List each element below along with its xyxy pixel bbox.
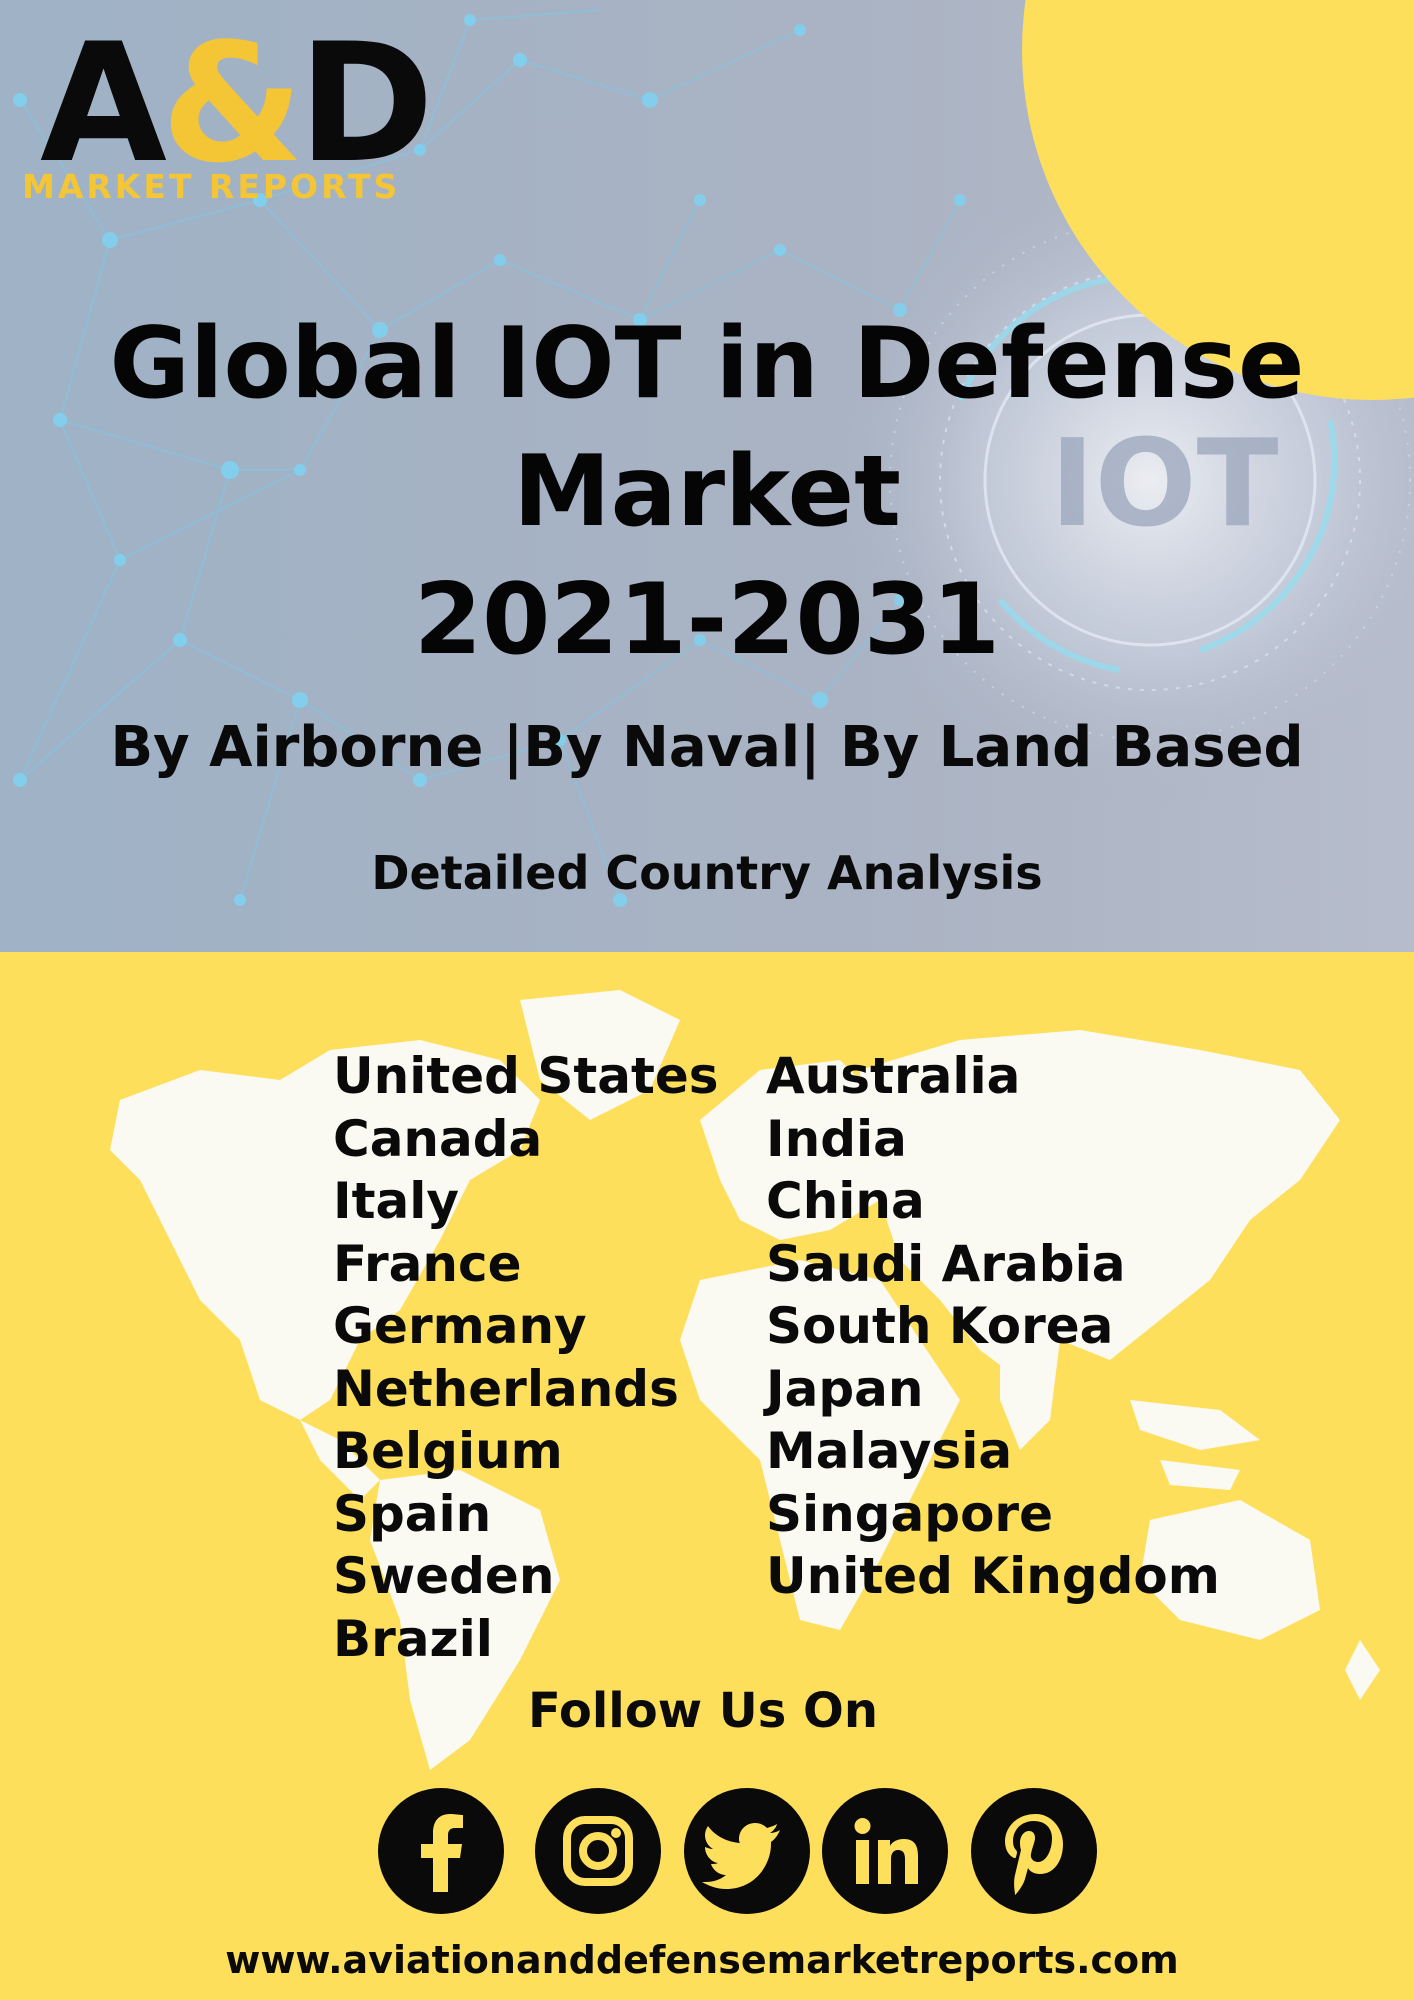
list-item: Japan	[766, 1359, 924, 1418]
logo-subtitle: MARKET REPORTS	[22, 167, 401, 206]
iot-graphic-text: IOT	[1050, 415, 1279, 554]
list-item: Malaysia	[766, 1422, 1013, 1480]
twitter-icon[interactable]	[684, 1788, 810, 1914]
report-title: Global IOT in Defense Market 2021-2031	[0, 300, 1414, 684]
hero-banner: IOT A&D MARKET REPORTS Global IOT in Def…	[0, 0, 1414, 952]
linkedin-icon[interactable]	[822, 1788, 948, 1914]
title-line-3: 2021-2031	[413, 563, 1001, 677]
list-item: Saudi Arabia	[766, 1234, 1126, 1293]
analysis-subtitle: Detailed Country Analysis	[371, 846, 1043, 900]
list-item: Brazil	[333, 1609, 493, 1668]
list-item: United Kingdom	[766, 1547, 1220, 1605]
title-line-1: Global IOT in Defense	[109, 307, 1305, 421]
list-item: Italy	[333, 1172, 459, 1230]
list-item: France	[333, 1234, 522, 1293]
facebook-icon[interactable]	[378, 1788, 504, 1914]
list-item: Canada	[333, 1109, 543, 1168]
list-item: Belgium	[333, 1422, 563, 1480]
list-item: Sweden	[333, 1547, 555, 1605]
title-line-2: Market	[513, 435, 901, 549]
list-item: Singapore	[766, 1484, 1053, 1543]
list-item: South Korea	[766, 1297, 1114, 1355]
pinterest-icon[interactable]	[971, 1788, 1097, 1914]
country-list-right: Australia India China Saudi Arabia South…	[766, 1045, 1220, 1608]
logo-ampersand: &	[160, 8, 304, 199]
world-map-graphic	[110, 990, 1380, 1770]
list-item: Spain	[333, 1484, 492, 1543]
instagram-icon[interactable]	[535, 1788, 661, 1914]
ad-market-reports-logo: A&D MARKET REPORTS	[22, 22, 462, 207]
logo-letter-d: D	[297, 8, 434, 199]
website-link[interactable]: www.aviationanddefensemarketreports.com	[225, 1938, 1179, 1982]
list-item: Australia	[766, 1047, 1021, 1105]
list-item: United States	[333, 1047, 719, 1105]
logo-letter-a: A	[40, 8, 167, 199]
country-list-left: United States Canada Italy France German…	[333, 1045, 719, 1670]
list-item: India	[766, 1109, 907, 1168]
follow-us-heading: Follow Us On	[528, 1683, 878, 1739]
list-item: China	[766, 1172, 925, 1230]
logo-letters: A&D	[40, 22, 434, 186]
list-item: Netherlands	[333, 1359, 679, 1418]
segments-subtitle: By Airborne |By Naval| By Land Based	[110, 715, 1304, 780]
list-item: Germany	[333, 1297, 587, 1355]
